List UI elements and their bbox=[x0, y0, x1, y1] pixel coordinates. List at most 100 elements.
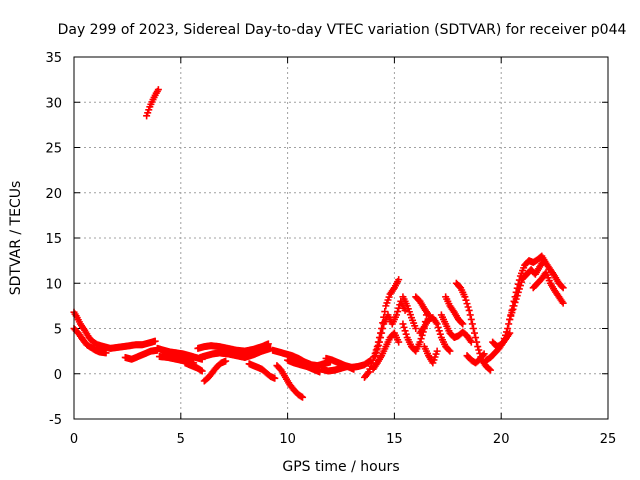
data-point bbox=[102, 349, 110, 357]
data-point bbox=[467, 315, 475, 323]
x-tick-label: 10 bbox=[279, 432, 296, 447]
data-point bbox=[433, 320, 441, 328]
data-point bbox=[463, 300, 471, 308]
data-point bbox=[459, 320, 467, 328]
data-point bbox=[364, 369, 372, 377]
data-point bbox=[474, 343, 482, 351]
data-point bbox=[222, 357, 230, 365]
data-point bbox=[510, 302, 518, 310]
data-point bbox=[513, 292, 521, 300]
data-point bbox=[458, 319, 466, 327]
data-point bbox=[505, 320, 513, 328]
data-point bbox=[516, 282, 524, 290]
data-point bbox=[399, 320, 407, 328]
data-point bbox=[369, 356, 377, 364]
data-point bbox=[381, 308, 389, 316]
x-tick-label: 20 bbox=[493, 432, 510, 447]
data-point bbox=[400, 323, 408, 331]
data-point bbox=[433, 347, 441, 355]
data-point bbox=[515, 285, 523, 293]
data-point bbox=[514, 288, 522, 296]
data-point bbox=[271, 374, 279, 382]
data-point bbox=[485, 365, 493, 373]
data-point bbox=[473, 338, 481, 346]
data-point bbox=[559, 284, 567, 292]
data-point bbox=[511, 298, 519, 306]
data-point bbox=[512, 295, 520, 303]
data-point bbox=[371, 352, 379, 360]
data-point bbox=[374, 341, 382, 349]
data-point bbox=[465, 306, 473, 314]
data-point bbox=[468, 320, 476, 328]
data-point bbox=[487, 366, 495, 374]
data-point bbox=[425, 311, 433, 319]
y-tick-label: 25 bbox=[45, 142, 62, 157]
data-point bbox=[377, 334, 385, 342]
data-point bbox=[466, 311, 474, 319]
data-point bbox=[504, 325, 512, 332]
plot-frame bbox=[73, 56, 609, 420]
data-point bbox=[480, 350, 488, 358]
grid-lines bbox=[74, 57, 608, 419]
data-point bbox=[517, 278, 525, 286]
x-tick-label: 25 bbox=[600, 432, 617, 447]
data-point bbox=[509, 305, 517, 313]
data-point bbox=[506, 315, 514, 323]
y-tick-label: 20 bbox=[45, 187, 62, 202]
data-point bbox=[462, 296, 470, 304]
data-point bbox=[508, 309, 516, 317]
data-point bbox=[154, 86, 162, 94]
x-tick-label: 15 bbox=[386, 432, 403, 447]
x-tick-label: 5 bbox=[177, 432, 185, 447]
data-point bbox=[507, 312, 515, 320]
data-point bbox=[461, 293, 469, 301]
data-point bbox=[464, 303, 472, 311]
y-tick-label: 35 bbox=[45, 51, 62, 66]
y-tick-label: -5 bbox=[49, 413, 62, 428]
data-point bbox=[372, 348, 380, 356]
data-point bbox=[151, 337, 159, 345]
data-point bbox=[395, 276, 403, 284]
x-tick-label: 0 bbox=[70, 432, 78, 447]
data-point bbox=[471, 329, 478, 337]
data-point bbox=[370, 353, 378, 361]
data-point bbox=[479, 351, 487, 359]
data-point bbox=[436, 330, 444, 338]
data-point bbox=[472, 334, 480, 342]
data-point bbox=[469, 325, 477, 332]
data-point bbox=[375, 338, 383, 346]
data-point bbox=[417, 335, 425, 343]
data-point bbox=[416, 338, 424, 346]
data-points bbox=[70, 86, 567, 401]
data-point bbox=[559, 299, 567, 307]
data-point bbox=[299, 393, 307, 401]
data-point bbox=[394, 308, 402, 316]
data-point bbox=[475, 346, 483, 354]
data-point bbox=[445, 346, 453, 354]
data-point bbox=[350, 365, 358, 373]
data-point bbox=[434, 323, 442, 331]
y-tick-label: 10 bbox=[45, 277, 62, 292]
data-point bbox=[378, 329, 386, 337]
data-point bbox=[373, 345, 381, 353]
data-point bbox=[435, 327, 443, 335]
y-tick-label: 5 bbox=[54, 323, 62, 338]
data-point bbox=[412, 325, 420, 332]
data-point bbox=[379, 325, 387, 332]
axis-ticks: 0 5 10 15 20 25 -5 0 5 10 15 20 25 30 35 bbox=[45, 51, 616, 447]
data-point bbox=[402, 330, 410, 338]
data-point bbox=[393, 311, 401, 319]
y-axis-label: SDTVAR / TECUs bbox=[8, 181, 24, 296]
chart-title: Day 299 of 2023, Sidereal Day-to-day VTE… bbox=[58, 22, 627, 38]
data-point bbox=[540, 257, 548, 265]
data-point bbox=[395, 338, 403, 346]
y-tick-label: 15 bbox=[45, 232, 62, 247]
x-axis-label: GPS time / hours bbox=[282, 459, 399, 475]
y-tick-label: 0 bbox=[54, 368, 62, 383]
data-point bbox=[446, 347, 454, 355]
y-tick-label: 30 bbox=[45, 96, 62, 111]
data-point bbox=[198, 367, 206, 375]
data-point bbox=[401, 327, 409, 335]
data-point bbox=[558, 283, 566, 291]
